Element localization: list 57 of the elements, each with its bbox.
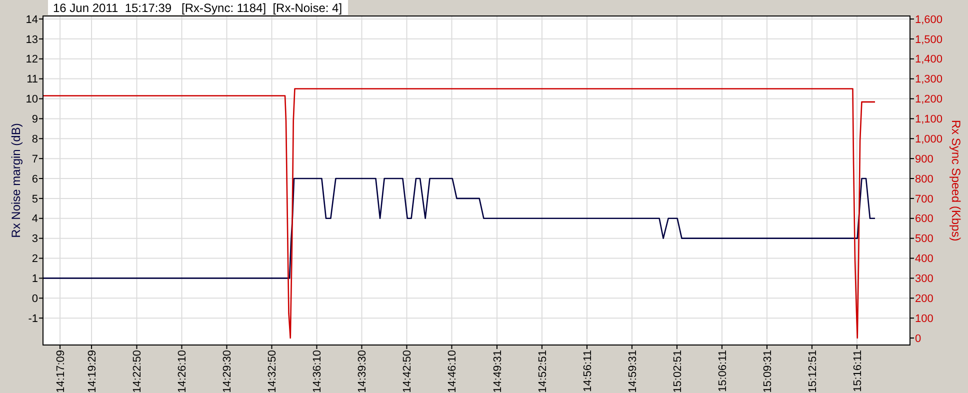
y2-tick-label: 0	[915, 332, 922, 345]
line-series	[43, 88, 876, 339]
y-tick-label: 8	[32, 133, 38, 146]
y2-tick-label: 1,600	[915, 14, 943, 26]
y-tick-label: 12	[26, 54, 38, 66]
x-tick-label: 15:06:11	[716, 350, 729, 392]
y-axis-title: Rx Noise margin (dB)	[9, 123, 23, 238]
line-series	[43, 178, 876, 279]
y2-tick-label: 800	[915, 173, 934, 186]
y-tick-label: 13	[26, 34, 38, 46]
y-tick-label: 9	[32, 114, 38, 126]
y2-tick-label: 700	[915, 193, 934, 206]
y2-tick-label: 1,300	[915, 74, 943, 86]
y-tick-label: 3	[32, 233, 38, 246]
y-tick-label: 11	[26, 74, 38, 86]
x-tick-label: 14:46:10	[446, 350, 459, 393]
y2-tick-label: 1,000	[915, 133, 943, 146]
y2-tick-label: 1,400	[915, 54, 943, 66]
y-tick-label: 7	[32, 153, 38, 166]
chart-title: 16 Jun 2011 15:17:39 [Rx-Sync: 1184] [Rx-Noise: 4]	[53, 1, 342, 15]
x-tick-label: 14:42:50	[402, 350, 414, 393]
y-tick-label: 1	[32, 273, 38, 286]
x-tick-label: 14:29:30	[222, 350, 234, 393]
y2-tick-label: 1,100	[915, 114, 943, 126]
x-tick-label: 14:39:30	[356, 350, 369, 393]
x-tick-label: 14:52:51	[536, 350, 549, 393]
y2-tick-label: 600	[915, 213, 934, 226]
x-tick-label: 14:59:31	[626, 350, 639, 393]
x-tick-label: 15:12:51	[806, 350, 819, 393]
y-tick-label: 0	[32, 292, 38, 305]
y2-tick-label: 900	[915, 153, 934, 166]
x-tick-label: 15:02:51	[672, 350, 684, 393]
x-tick-label: 15:09:31	[762, 350, 774, 393]
x-tick-label: 14:36:10	[312, 350, 324, 393]
x-tick-label: 15:16:11	[852, 350, 864, 392]
y2-tick-label: 200	[915, 292, 934, 305]
y2-tick-label: 500	[915, 233, 934, 246]
x-tick-label: 14:26:10	[176, 350, 189, 393]
y2-tick-label: 1,500	[915, 34, 943, 46]
x-tick-label: 14:17:09	[54, 350, 67, 393]
y-tick-label: 4	[32, 213, 38, 226]
x-tick-label: 14:22:50	[132, 350, 144, 393]
y2-tick-label: 400	[915, 253, 934, 266]
y-tick-label: 2	[32, 253, 38, 266]
y2-tick-label: 300	[915, 273, 934, 286]
y2-axis-title: Rx Sync Speed (Kbps)	[949, 120, 963, 242]
x-tick-label: 14:49:31	[492, 350, 504, 393]
y2-tick-label: 1,200	[915, 94, 943, 106]
x-tick-label: 14:32:50	[266, 350, 279, 393]
y-tick-label: 5	[32, 193, 38, 206]
y-tick-label: 10	[26, 94, 38, 106]
x-tick-label: 14:56:11	[582, 350, 594, 392]
y-tick-label: 14	[26, 14, 38, 26]
y-tick-label: -1	[28, 312, 38, 325]
y-tick-label: 6	[32, 173, 38, 186]
y2-tick-label: 100	[915, 312, 934, 325]
x-tick-label: 14:19:29	[86, 350, 98, 393]
